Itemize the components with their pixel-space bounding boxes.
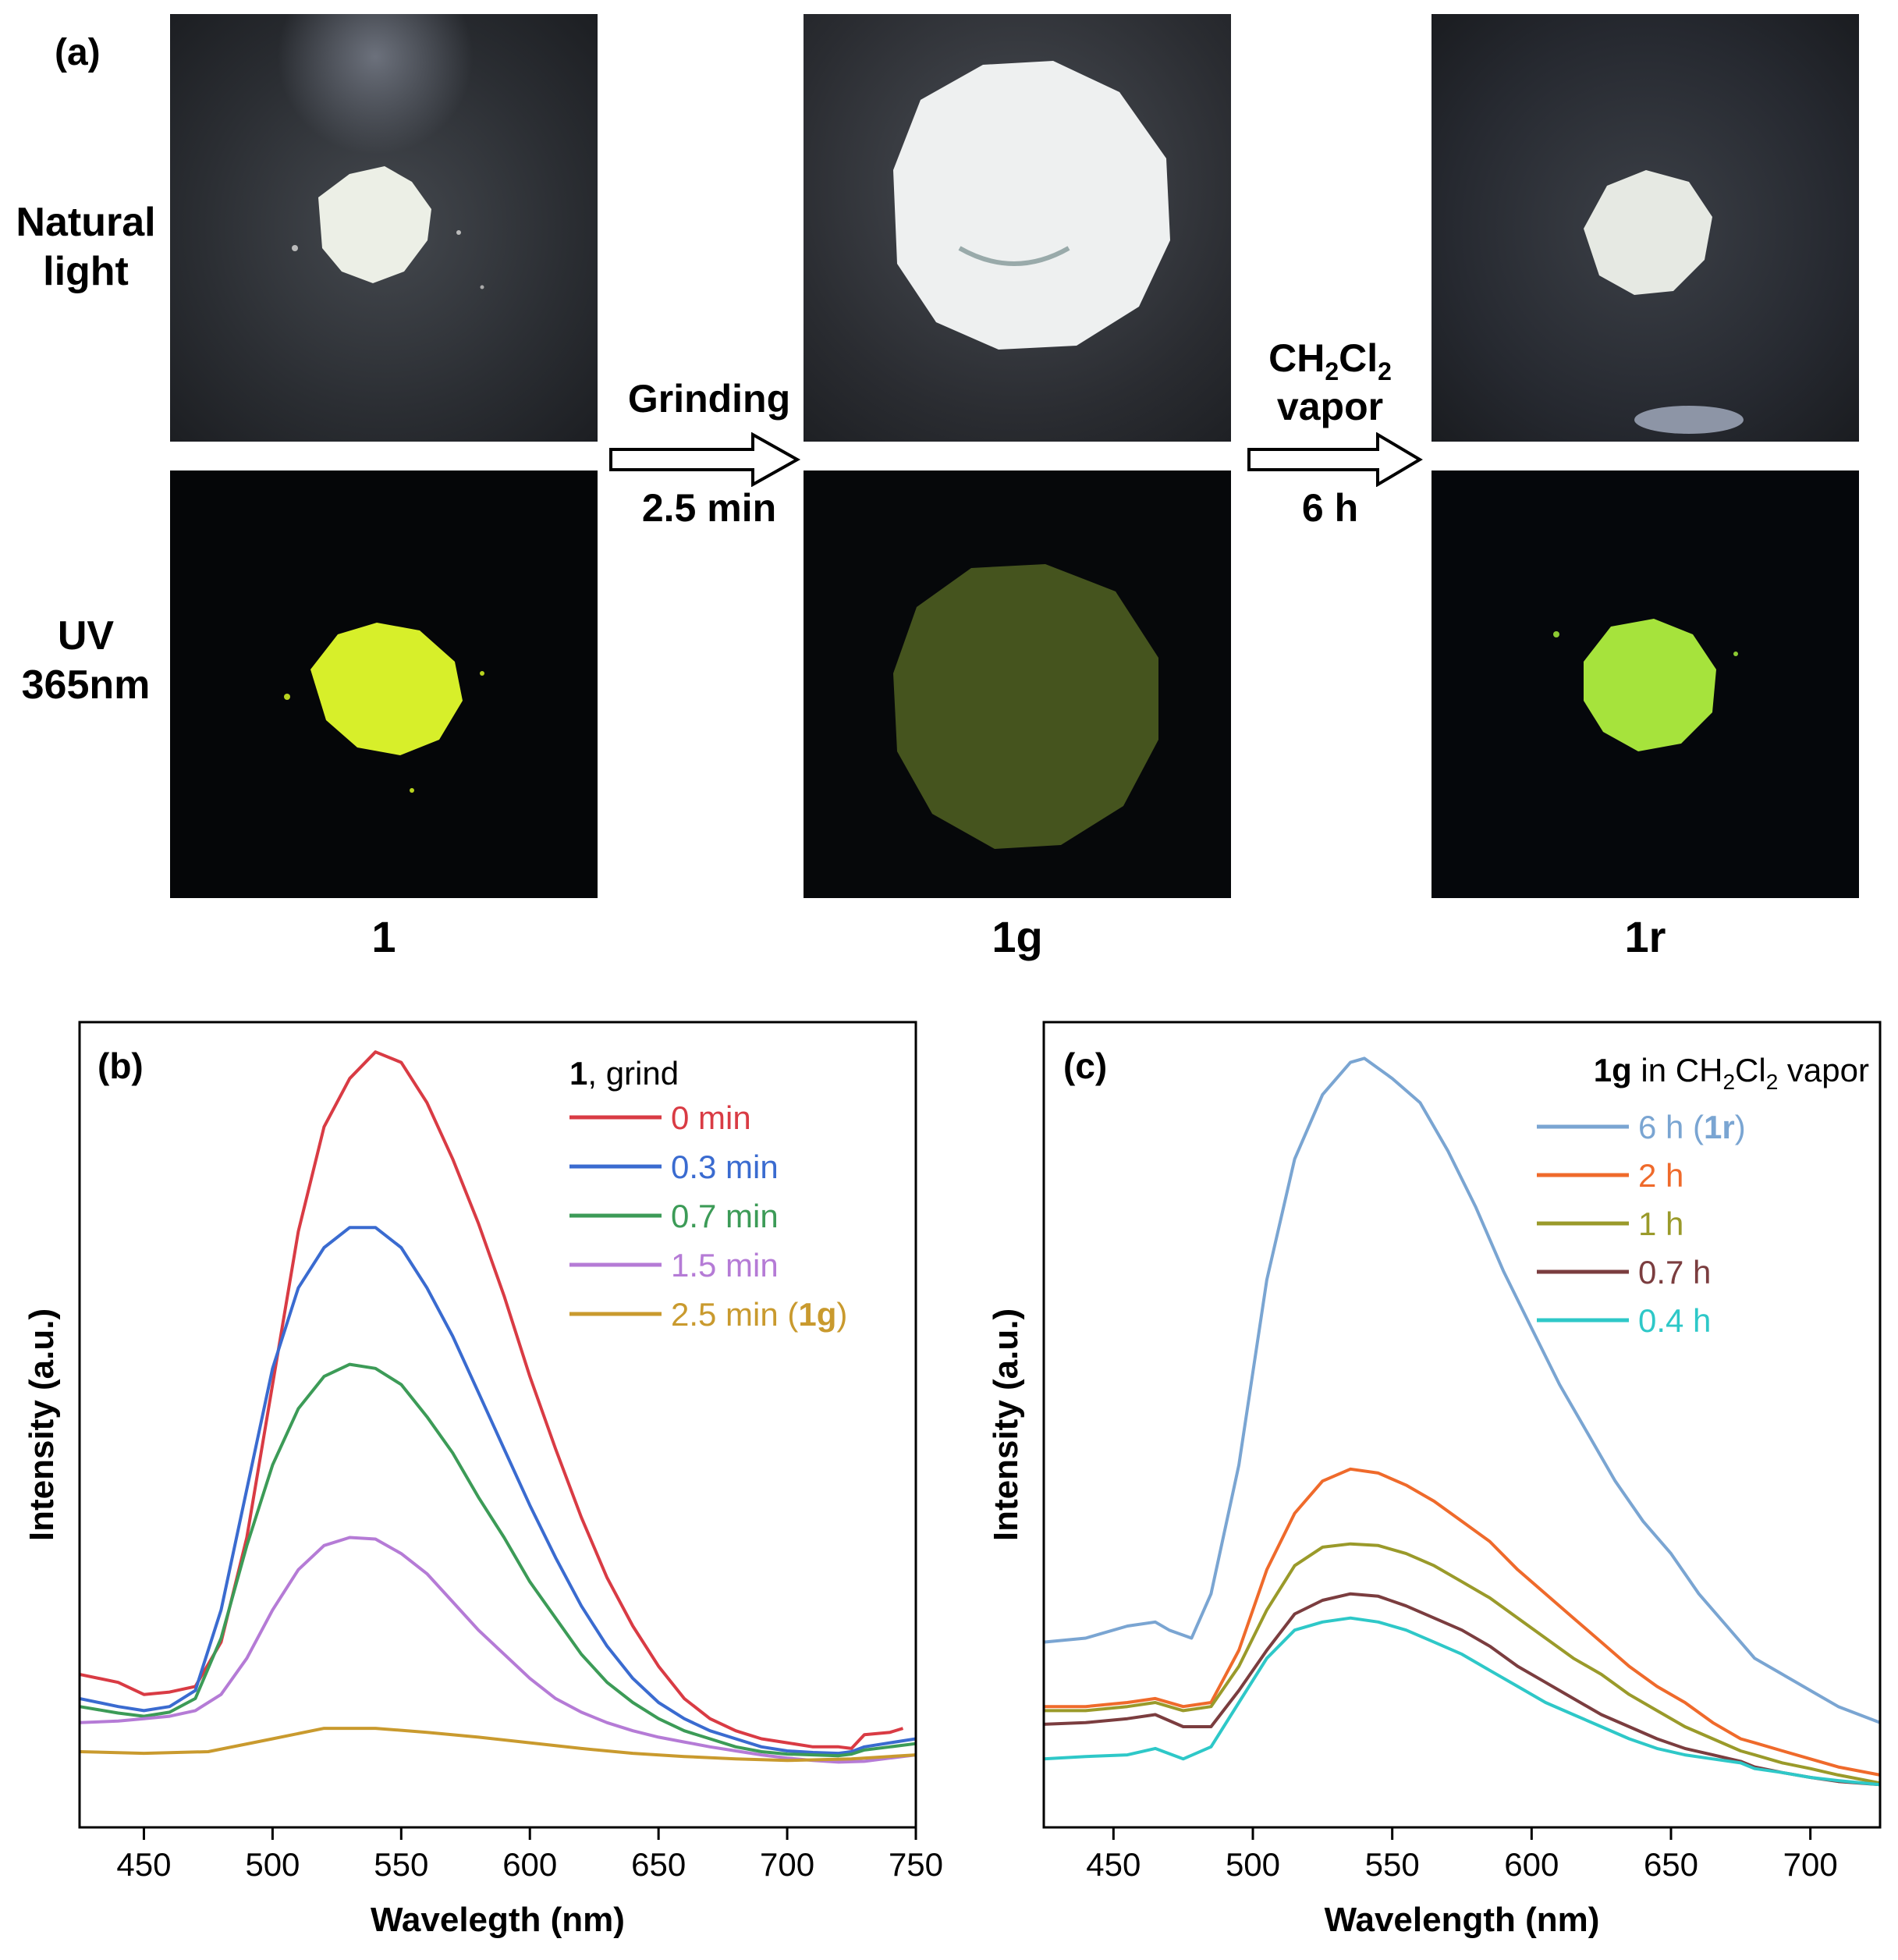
powder-1g-uv (893, 564, 1158, 849)
chart-b-ylabel: Intensity (a.u.) (23, 1308, 61, 1541)
arrow2-bottom-label: 6 h (1301, 486, 1359, 530)
chart-c-legend-title-bold: 1g (1594, 1052, 1632, 1088)
chart-b-panel-label: (b) (98, 1046, 144, 1086)
c-x-tick-label-2: 550 (1365, 1846, 1420, 1883)
row-label-natural-1: Natural (16, 200, 156, 245)
sample-label-1g: 1g (992, 912, 1043, 961)
arrow2-sub2: 2 (1378, 357, 1392, 385)
arrow2-vapor-label: vapor (1276, 385, 1384, 428)
row-label-uv-2: 365nm (21, 662, 151, 708)
b-series-line-1 (79, 1226, 917, 1756)
sample-label-1r: 1r (1624, 912, 1666, 961)
b-series-line-2 (79, 1362, 917, 1758)
b-legend-label-0: 0 min (671, 1099, 751, 1136)
chart-b-legend-title-rest: , grind (587, 1055, 679, 1092)
chart-b: 450 500 550 600 650 700 750 (b) Wavelegth (nm)… (23, 1021, 943, 1939)
b-legend-label-4: 2.5 min (1g) (671, 1296, 847, 1333)
c-series-line-2 (1044, 1542, 1881, 1785)
c-legend-label-4: 0.4 h (1638, 1302, 1711, 1339)
c-x-tick-label-5: 700 (1783, 1846, 1838, 1883)
b-series-line-4 (79, 1727, 917, 1763)
chart-c-legend-title-rest2: Cl (1735, 1052, 1766, 1088)
b-legend-label-3: 1.5 min (671, 1247, 779, 1284)
c-legend-label-2: 1 h (1638, 1205, 1683, 1242)
powder-1r-natural (1584, 170, 1744, 434)
arrow1-top-label: Grinding (627, 377, 791, 421)
arrow2-cl: Cl (1339, 336, 1378, 380)
b-x-tick-label-5: 700 (760, 1846, 814, 1883)
photo-1-natural (170, 14, 598, 442)
b-x-tick-label-3: 600 (502, 1846, 557, 1883)
chart-c-legend-title-sub2: 2 (1766, 1070, 1779, 1094)
chart-c-ylabel: Intensity (a.u.) (987, 1308, 1025, 1541)
powder-1r-uv (1553, 619, 1738, 751)
chart-b-legend-title: 1, grind (569, 1055, 679, 1092)
photo-1r-natural (1431, 14, 1859, 442)
arrow1-bottom-label: 2.5 min (641, 486, 777, 530)
chart-c-legend-title-rest1: in CH (1632, 1052, 1723, 1088)
c-x-tick-label-0: 450 (1086, 1846, 1141, 1883)
powder-1g-natural (893, 61, 1170, 350)
chart-c-legend-title-sub1: 2 (1722, 1070, 1735, 1094)
photo-1r-uv (1431, 470, 1859, 898)
c-legend-label-1: 2 h (1638, 1157, 1683, 1194)
chart-c-xlabel: Wavelength (nm) (1325, 1901, 1600, 1939)
b-x-tick-label-0: 450 (116, 1846, 171, 1883)
c-series-line-1 (1044, 1467, 1881, 1777)
photo-1g-uv (804, 470, 1231, 898)
b-x-tick-label-1: 500 (245, 1846, 300, 1883)
c-legend-label-0: 6 h (1r) (1638, 1109, 1746, 1145)
panel-a-label: (a) (55, 32, 101, 73)
chart-b-legend-title-bold: 1 (569, 1055, 587, 1092)
chart-c-legend-title-rest3: vapor (1778, 1052, 1869, 1088)
photo-1-uv (170, 470, 598, 898)
chart-c: 450 500 550 600 650 700 (c) Wavelength (nm) I… (987, 1021, 1882, 1939)
b-x-tick-label-6: 750 (889, 1846, 943, 1883)
c-x-tick-label-3: 600 (1504, 1846, 1559, 1883)
chart-c-frame (1042, 1021, 1882, 1829)
c-x-tick-label-4: 650 (1644, 1846, 1698, 1883)
chart-c-panel-label: (c) (1063, 1046, 1107, 1086)
b-legend-label-2: 0.7 min (671, 1198, 779, 1234)
b-x-tick-label-2: 550 (374, 1846, 428, 1883)
c-legend-label-3: 0.7 h (1638, 1254, 1711, 1291)
arrow2-ch: CH (1268, 336, 1325, 380)
chart-b-frame (78, 1021, 917, 1829)
c-series-line-4 (1043, 1616, 1881, 1787)
c-x-tick-label-1: 500 (1226, 1846, 1280, 1883)
b-x-tick-label-4: 650 (631, 1846, 686, 1883)
row-label-natural-2: light (43, 249, 129, 294)
chart-c-legend-title: 1g in CH2Cl2 vapor (1594, 1052, 1869, 1094)
sample-label-1: 1 (371, 912, 396, 961)
arrow2-icon (1247, 432, 1423, 487)
arrow2-top-label: CH2Cl2 (1240, 336, 1420, 386)
powder-1-uv (284, 623, 484, 793)
powder-1-natural (292, 166, 484, 289)
b-series-line-3 (79, 1536, 917, 1764)
c-series-line-0 (1043, 1056, 1881, 1724)
chart-b-xlabel: Wavelegth (nm) (371, 1901, 625, 1939)
row-label-uv-1: UV (57, 613, 115, 659)
b-legend-label-1: 0.3 min (671, 1149, 779, 1185)
photo-1g-natural (804, 14, 1231, 442)
arrow2-sub1: 2 (1325, 357, 1339, 385)
arrow1-icon (609, 432, 801, 487)
